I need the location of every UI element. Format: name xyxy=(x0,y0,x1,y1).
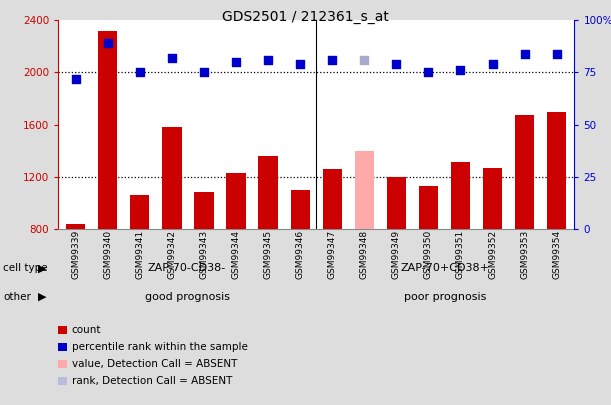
Bar xyxy=(419,186,438,229)
Text: GDS2501 / 212361_s_at: GDS2501 / 212361_s_at xyxy=(222,10,389,24)
Bar xyxy=(194,192,214,229)
Bar xyxy=(451,162,470,229)
Text: other: other xyxy=(3,292,31,302)
Point xyxy=(552,50,562,57)
Text: ▶: ▶ xyxy=(38,263,46,273)
Point xyxy=(167,55,177,61)
Point xyxy=(199,69,209,76)
Point xyxy=(231,59,241,65)
Point xyxy=(71,75,81,82)
Text: ZAP-70-CD38-: ZAP-70-CD38- xyxy=(148,263,226,273)
Point xyxy=(423,69,433,76)
Text: good prognosis: good prognosis xyxy=(145,292,230,302)
Bar xyxy=(483,168,502,229)
Text: cell type: cell type xyxy=(3,263,48,273)
Bar xyxy=(354,151,374,229)
Point xyxy=(456,67,466,74)
Bar xyxy=(163,127,181,229)
Text: ▶: ▶ xyxy=(38,292,46,302)
Text: count: count xyxy=(71,325,101,335)
Bar xyxy=(547,111,566,229)
Bar xyxy=(258,156,278,229)
Point xyxy=(488,61,497,67)
Point xyxy=(295,61,305,67)
Point xyxy=(359,57,369,63)
Bar xyxy=(515,115,534,229)
Point xyxy=(103,40,112,47)
Bar xyxy=(323,169,342,229)
Point xyxy=(392,61,401,67)
Point xyxy=(135,69,145,76)
Point xyxy=(520,50,530,57)
Text: percentile rank within the sample: percentile rank within the sample xyxy=(71,342,247,352)
Text: poor prognosis: poor prognosis xyxy=(404,292,486,302)
Point xyxy=(263,57,273,63)
Point xyxy=(327,57,337,63)
Bar xyxy=(66,224,86,229)
Text: rank, Detection Call = ABSENT: rank, Detection Call = ABSENT xyxy=(71,376,232,386)
Text: ZAP-70+CD38+: ZAP-70+CD38+ xyxy=(401,263,490,273)
Bar xyxy=(227,173,246,229)
Bar xyxy=(130,195,150,229)
Text: value, Detection Call = ABSENT: value, Detection Call = ABSENT xyxy=(71,359,237,369)
Bar xyxy=(387,177,406,229)
Bar xyxy=(98,31,117,229)
Bar xyxy=(291,190,310,229)
